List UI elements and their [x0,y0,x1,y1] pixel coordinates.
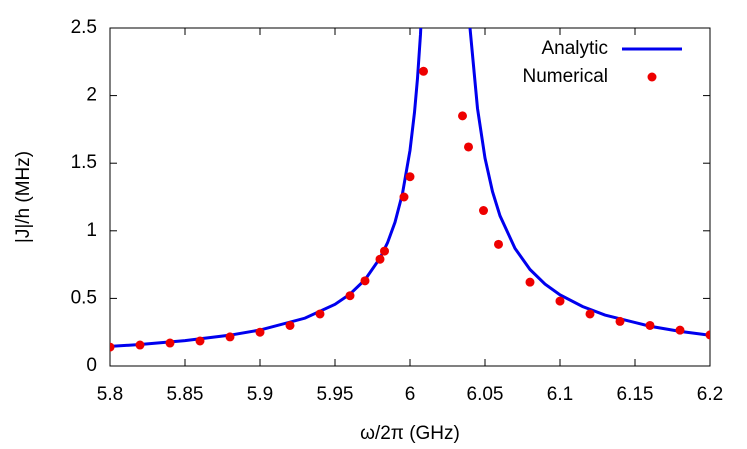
data-point [419,66,428,76]
data-point [195,336,205,346]
x-tick-label: 5.9 [247,384,273,405]
x-tick-label: 6.1 [547,384,573,405]
data-point [360,276,370,286]
data-point [315,309,325,319]
data-point [525,277,535,287]
x-tick-label: 5.85 [167,384,204,405]
legend-label: Analytic [541,38,608,59]
data-point [615,316,625,326]
y-tick-label: 1 [86,220,97,241]
data-point [345,291,355,301]
y-tick-label: 2.5 [71,17,97,38]
legend: Analytic Numerical [522,38,682,87]
data-point [285,320,295,330]
data-point [380,246,389,256]
data-point [494,239,503,249]
data-point [165,338,175,348]
data-point [225,332,235,342]
legend-label: Numerical [522,66,608,87]
y-tick-label: 2 [86,85,97,106]
data-point [255,327,265,337]
data-point [705,330,710,340]
y-tick-label: 0.5 [71,287,97,308]
y-axis-label: |J|/h (MHz) [13,151,34,243]
legend-marker [647,72,657,82]
plot-frame [109,27,711,367]
data-point [479,206,488,216]
data-point [675,325,685,335]
x-tick-label: 6.2 [697,384,723,405]
data-point [110,342,115,352]
plot-area [110,28,710,352]
data-point [585,309,595,319]
data-point [405,172,415,182]
data-point [555,296,565,306]
data-point [645,320,655,330]
x-axis-label: ω/2π (GHz) [360,423,460,444]
x-tick-label: 6 [405,384,416,405]
y-tick-label: 0 [86,355,97,376]
data-point [464,142,473,152]
data-point [375,254,385,264]
data-point [399,192,409,202]
x-tick-label: 5.8 [97,384,123,405]
x-tick-label: 5.95 [317,384,354,405]
analytic-line [110,28,710,348]
x-tick-label: 6.05 [467,384,504,405]
y-tick-label: 1.5 [71,152,97,173]
data-point [135,340,145,350]
data-point [458,111,467,121]
x-tick-label: 6.15 [617,384,654,405]
